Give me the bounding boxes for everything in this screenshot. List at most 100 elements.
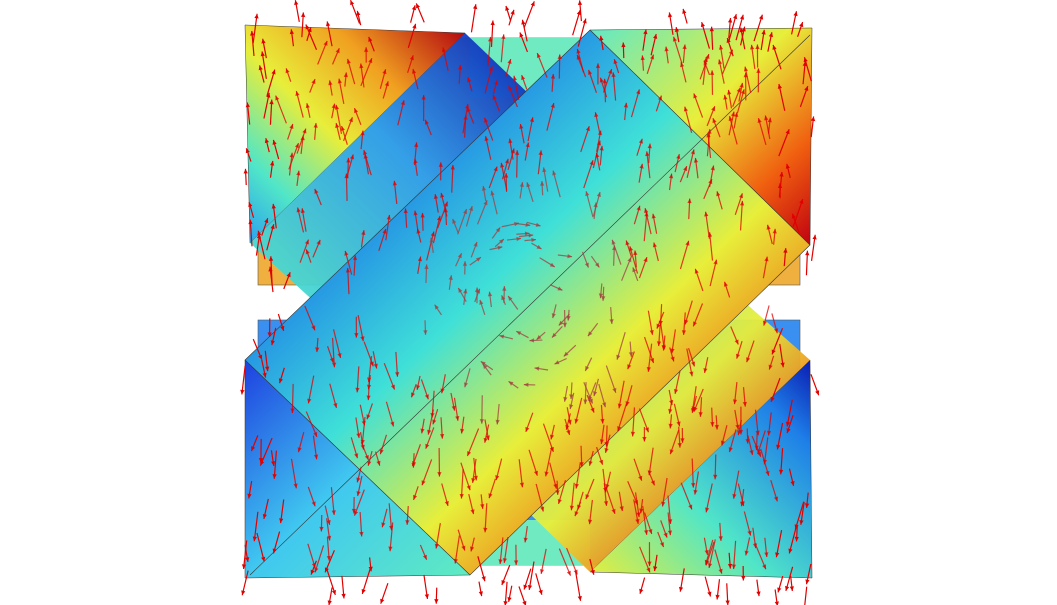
arrow-head — [499, 239, 504, 244]
arrow-head — [668, 173, 674, 179]
arrow-head — [633, 250, 638, 256]
arrow-head — [528, 233, 534, 238]
arrow-head — [434, 304, 439, 310]
arrow-head — [714, 424, 719, 430]
arrow-head — [693, 321, 698, 327]
arrow-head — [713, 259, 718, 265]
arrow-head — [804, 86, 809, 91]
arrow-head — [331, 589, 336, 595]
arrow-head — [289, 29, 294, 35]
arrow-head — [530, 1, 535, 7]
arrow — [577, 18, 587, 47]
arrow-head — [576, 10, 581, 16]
arrow-head — [460, 428, 465, 434]
arrow-head — [305, 103, 310, 109]
arrow — [528, 449, 538, 476]
arrow-head — [490, 20, 495, 26]
arrow — [605, 486, 616, 515]
arrow-head — [774, 328, 779, 334]
arrow-head — [585, 494, 590, 500]
arrow-head — [774, 601, 779, 605]
vector-arrows — [240, 0, 820, 605]
arrow-head — [439, 433, 445, 439]
arrow-head — [487, 36, 493, 42]
arrow-head — [457, 64, 463, 70]
arrow-head — [272, 139, 277, 145]
arrow-head — [314, 567, 319, 573]
arrow-head — [599, 145, 604, 151]
arrow — [253, 511, 259, 542]
arrow-head — [366, 414, 371, 420]
arrow-head — [463, 288, 468, 294]
arrow-head — [363, 153, 368, 159]
arrow-head — [267, 332, 272, 337]
arrow-head — [594, 112, 599, 118]
arrow-head — [258, 65, 263, 71]
arrow-head — [248, 219, 253, 225]
arrow-head — [599, 439, 605, 444]
arrow-head — [476, 288, 481, 294]
arrow-head — [427, 429, 432, 435]
arrow-head — [328, 80, 333, 86]
arrow — [771, 328, 784, 355]
arrow-head — [333, 402, 338, 408]
arrow-head — [331, 510, 336, 515]
arrow-head — [508, 296, 513, 301]
arrow — [290, 458, 297, 489]
arrow-head — [356, 491, 361, 497]
arrow-head — [612, 245, 617, 251]
arrow — [275, 95, 287, 124]
arrow-head — [264, 218, 269, 224]
arrow-head — [739, 200, 745, 206]
arrow-head — [650, 54, 655, 60]
arrow-head — [744, 550, 749, 556]
arrow-head — [720, 440, 725, 446]
arrow-head — [262, 513, 267, 519]
arrow-head — [667, 12, 673, 18]
arrow-head — [413, 158, 418, 164]
arrow-head — [661, 501, 666, 507]
arrow-head — [638, 475, 643, 481]
arrow-head — [245, 102, 250, 108]
arrow-head — [323, 40, 328, 46]
arrow-head — [664, 46, 669, 52]
arrow-head — [815, 390, 820, 396]
arrow — [241, 365, 246, 395]
arrow-head — [698, 412, 703, 417]
arrow-head — [457, 253, 462, 259]
arrow — [679, 240, 690, 270]
arrow-head — [584, 262, 589, 268]
arrow-head — [526, 182, 531, 188]
arrow-head — [616, 354, 621, 360]
arrow-head — [587, 331, 593, 337]
arrow-head — [602, 78, 607, 84]
arrow-head — [356, 433, 361, 439]
arrow-head — [805, 579, 810, 585]
arrow-head — [395, 372, 400, 377]
arrow-head — [745, 439, 750, 444]
arrow-head — [715, 594, 720, 600]
arrow-head — [673, 389, 679, 394]
arrow-head — [569, 394, 574, 399]
arrow-head — [337, 78, 342, 84]
arrow-head — [789, 586, 794, 591]
arrow-head — [420, 428, 425, 434]
arrow — [500, 34, 505, 63]
arrow-head — [525, 426, 530, 432]
arrow-head — [803, 57, 808, 63]
arrow — [295, 90, 304, 118]
arrow — [605, 365, 617, 393]
arrow-head — [682, 8, 687, 14]
arrow-head — [680, 438, 685, 443]
arrow-head — [381, 522, 386, 528]
arrow — [786, 399, 793, 427]
arrow-head — [762, 320, 768, 326]
arrow-head — [683, 166, 688, 172]
arrow-head — [766, 224, 771, 230]
arrow-head — [379, 449, 384, 455]
arrow-head — [524, 231, 530, 236]
arrow-head — [791, 213, 796, 219]
arrow-head — [307, 27, 312, 33]
arrow-head — [632, 267, 637, 273]
arrow-head — [628, 352, 634, 357]
